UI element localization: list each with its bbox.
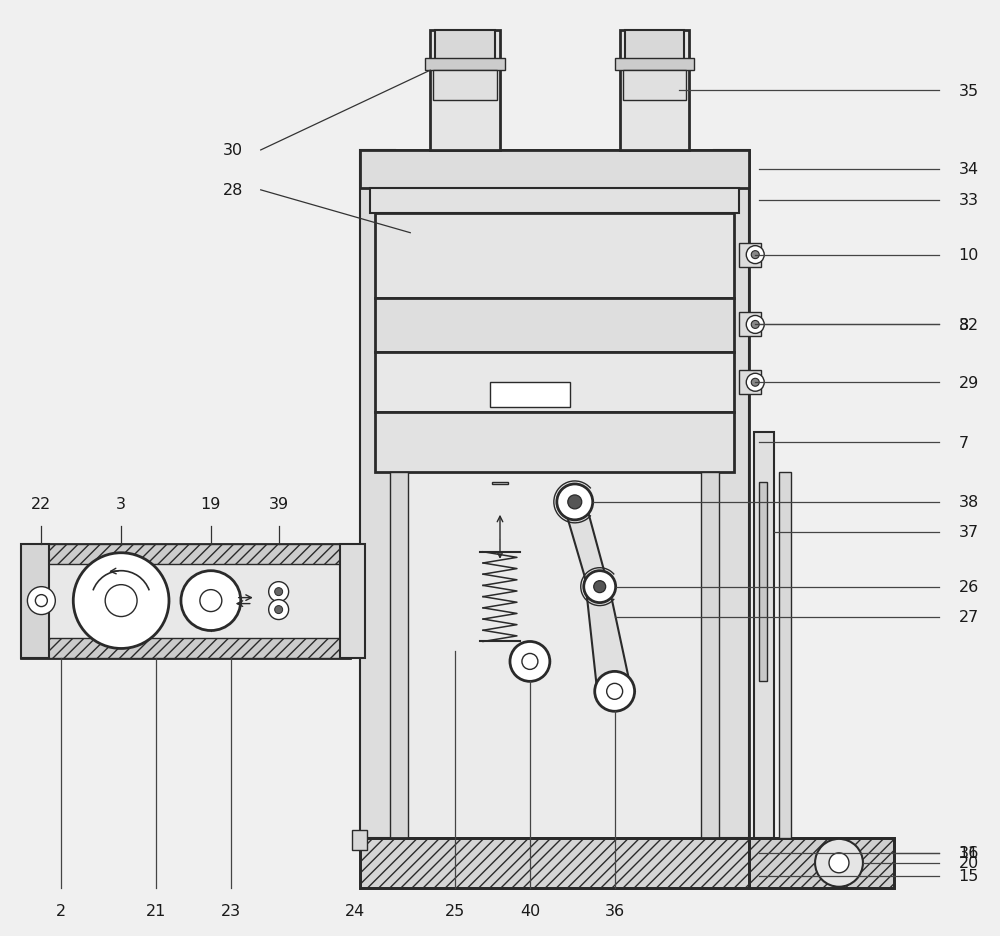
Circle shape [568, 495, 582, 509]
Text: 25: 25 [445, 902, 465, 917]
Bar [749, 838, 894, 888]
Bar [360, 838, 749, 888]
Text: 26: 26 [959, 579, 979, 594]
Polygon shape [563, 503, 633, 696]
Bar [360, 151, 749, 189]
Text: 32: 32 [959, 317, 979, 332]
Text: 2: 2 [56, 902, 66, 917]
Bar [21, 544, 350, 564]
Bar [352, 830, 367, 850]
Circle shape [584, 571, 616, 603]
Text: 27: 27 [959, 609, 979, 624]
Bar [21, 638, 350, 659]
Text: 8: 8 [959, 317, 969, 332]
Bar [360, 151, 395, 838]
Circle shape [200, 590, 222, 612]
Text: 37: 37 [959, 525, 979, 540]
Bar [490, 383, 570, 408]
Text: 39: 39 [269, 496, 289, 511]
Text: 36: 36 [605, 902, 625, 917]
Bar [754, 432, 774, 838]
Text: 34: 34 [959, 162, 979, 177]
Circle shape [594, 581, 606, 593]
Bar [430, 31, 500, 151]
Circle shape [275, 606, 283, 614]
Circle shape [105, 585, 137, 617]
Text: 35: 35 [959, 83, 979, 98]
Text: 28: 28 [222, 183, 243, 198]
Circle shape [746, 246, 764, 264]
Circle shape [815, 839, 863, 886]
Circle shape [751, 252, 759, 259]
Bar [435, 31, 495, 61]
Bar [21, 544, 49, 659]
Circle shape [269, 600, 289, 620]
Text: 15: 15 [959, 869, 979, 884]
Text: 38: 38 [959, 495, 979, 510]
Bar [433, 71, 497, 101]
Bar [620, 31, 689, 151]
Bar [370, 189, 739, 213]
Bar [625, 31, 684, 61]
Bar [375, 299, 734, 353]
Bar [623, 71, 686, 101]
Text: 23: 23 [221, 902, 241, 917]
Bar [739, 314, 761, 337]
Text: 33: 33 [959, 193, 979, 208]
Bar [739, 243, 761, 268]
Bar [425, 59, 505, 71]
Text: 22: 22 [31, 496, 51, 511]
Circle shape [27, 587, 55, 615]
Circle shape [269, 582, 289, 602]
Text: 10: 10 [959, 248, 979, 263]
Circle shape [607, 683, 623, 699]
Circle shape [510, 642, 550, 681]
Text: 21: 21 [146, 902, 166, 917]
Bar [779, 473, 791, 838]
Text: 24: 24 [345, 902, 366, 917]
Bar [390, 473, 408, 838]
Bar [360, 838, 749, 888]
Bar [701, 473, 719, 838]
Text: 16: 16 [959, 845, 979, 860]
Circle shape [522, 653, 538, 669]
Circle shape [751, 379, 759, 387]
Circle shape [557, 485, 593, 520]
Circle shape [595, 672, 635, 711]
Bar [340, 544, 365, 659]
Bar [739, 371, 761, 395]
Bar [615, 59, 694, 71]
Text: 19: 19 [201, 496, 221, 511]
Circle shape [746, 316, 764, 334]
Text: 40: 40 [520, 902, 540, 917]
Bar [375, 213, 734, 299]
Bar [749, 838, 894, 888]
Bar [759, 482, 767, 681]
Text: 31: 31 [959, 845, 979, 860]
Bar [21, 544, 350, 659]
Text: 20: 20 [959, 856, 979, 870]
Bar [375, 353, 734, 413]
Text: 7: 7 [959, 435, 969, 450]
Bar [492, 482, 508, 485]
Text: 3: 3 [116, 496, 126, 511]
Bar [360, 151, 749, 838]
Circle shape [746, 373, 764, 392]
Bar [375, 413, 734, 473]
Text: 29: 29 [959, 375, 979, 390]
Text: 30: 30 [223, 143, 243, 158]
Circle shape [829, 853, 849, 873]
Circle shape [73, 553, 169, 649]
Bar [714, 151, 749, 838]
Circle shape [35, 595, 47, 607]
Circle shape [181, 571, 241, 631]
Circle shape [751, 321, 759, 329]
Circle shape [275, 588, 283, 596]
